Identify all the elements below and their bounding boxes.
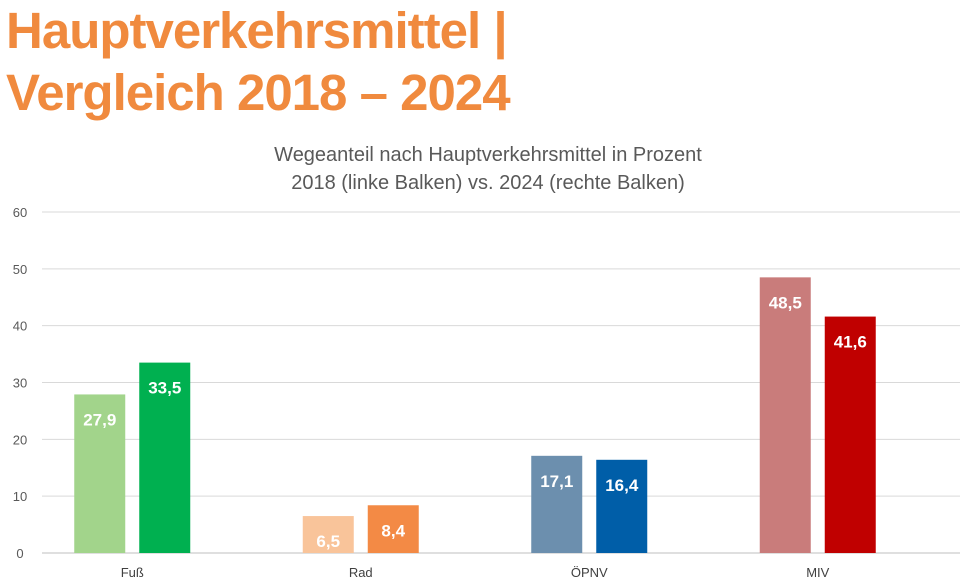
x-category-label: ÖPNV — [571, 565, 608, 580]
bar-öpnv-2 — [596, 459, 648, 553]
chart-subtitle: 2018 (linke Balken) vs. 2024 (rechte Bal… — [291, 172, 685, 194]
bar-value-label: 48,5 — [769, 293, 802, 312]
y-tick-label: 20 — [13, 432, 27, 447]
bar-value-label: 16,4 — [605, 476, 639, 495]
bar-rad-1 — [302, 516, 354, 553]
y-axis: 0 10 20 30 40 50 60 — [13, 205, 27, 561]
y-tick-label: 60 — [13, 205, 27, 220]
bar-fuß-1 — [74, 394, 126, 553]
page-title-line-1: Hauptverkehrsmittel | — [6, 2, 508, 59]
bar-miv-2 — [824, 316, 876, 553]
bar-öpnv-1 — [531, 455, 583, 553]
bar-value-label: 8,4 — [381, 521, 405, 540]
bar-value-label: 27,9 — [83, 410, 116, 429]
page-title-line-2: Vergleich 2018 – 2024 — [6, 64, 511, 121]
bars: 27,9 33,5 6,5 8,4 17,1 16,4 48,5 41,6 — [74, 277, 876, 553]
y-tick-label: 50 — [13, 262, 27, 277]
bar-miv-1 — [759, 277, 811, 553]
x-axis: Fuß Rad ÖPNV MIV — [121, 565, 830, 580]
page-title: Hauptverkehrsmittel | Vergleich 2018 – 2… — [6, 0, 511, 124]
bar-fuß-2 — [139, 362, 191, 553]
y-tick-label: 40 — [13, 319, 27, 334]
y-tick-label: 30 — [13, 376, 27, 391]
y-tick-label: 0 — [16, 546, 23, 561]
bar-value-label: 33,5 — [148, 379, 181, 398]
bar-value-label: 41,6 — [834, 333, 867, 352]
x-category-label: MIV — [806, 565, 829, 580]
y-tick-label: 10 — [13, 489, 27, 504]
chart-title: Wegeanteil nach Hauptverkehrsmittel in P… — [274, 144, 702, 166]
bar-value-label: 17,1 — [540, 472, 573, 491]
x-category-label: Fuß — [121, 565, 144, 580]
bar-rad-2 — [367, 505, 419, 553]
bar-value-label: 6,5 — [316, 532, 340, 551]
x-category-label: Rad — [349, 565, 373, 580]
